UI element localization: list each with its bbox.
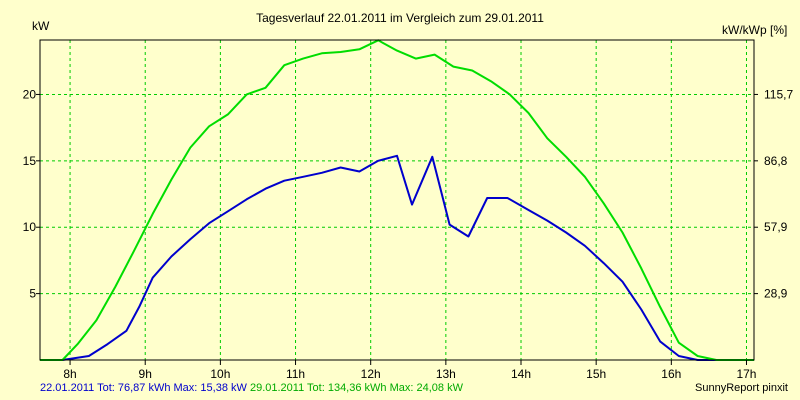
y2-tick-label: 115,7 [764, 87, 793, 101]
y-tick-label: 5 [29, 287, 36, 301]
x-tick-label: 10h [210, 367, 230, 381]
footer-summary: 22.01.2011 Tot: 76,87 kWh Max: 15,38 kW … [40, 382, 463, 394]
x-tick-label: 9h [139, 367, 152, 381]
brand-label: SunnyReport pinxit [695, 382, 788, 394]
plot-frame [39, 39, 755, 361]
series2-summary: 29.01.2011 Tot: 134,36 kWh Max: 24,08 kW [249, 382, 463, 394]
y-tick-label: 20 [23, 87, 37, 101]
tick-labels: 8h 9h 10h 11h 12h 13h 14h 15h 16h 17h 5 28,9 10 57,9 1… [23, 87, 794, 381]
y-axis-label-right: kW/kWp [%] [722, 23, 787, 37]
y2-tick-label: 57,9 [764, 220, 788, 234]
x-tick-label: 17h [736, 367, 756, 381]
x-tick-label: 8h [63, 367, 76, 381]
y-tick-label: 15 [23, 154, 37, 168]
y-tick-label: 10 [23, 220, 37, 234]
series-line-1 [40, 154, 754, 361]
chart-title: Tagesverlauf 22.01.2011 im Vergleich zum… [256, 11, 544, 25]
y2-tick-label: 28,9 [764, 287, 788, 301]
x-tick-label: 13h [436, 367, 456, 381]
x-tick-label: 15h [586, 367, 606, 381]
x-tick-label: 11h [286, 367, 305, 381]
x-tick-label: 16h [661, 367, 681, 381]
grid [40, 40, 754, 360]
y-axis-label-left: kW [32, 19, 50, 33]
y2-tick-label: 86,8 [764, 154, 788, 168]
series1-summary: 22.01.2011 Tot: 76,87 kWh Max: 15,38 kW [40, 382, 247, 394]
series-line-2 [40, 39, 754, 361]
x-tick-label: 14h [511, 367, 531, 381]
series-layer [40, 39, 754, 361]
x-tick-label: 12h [361, 367, 381, 381]
